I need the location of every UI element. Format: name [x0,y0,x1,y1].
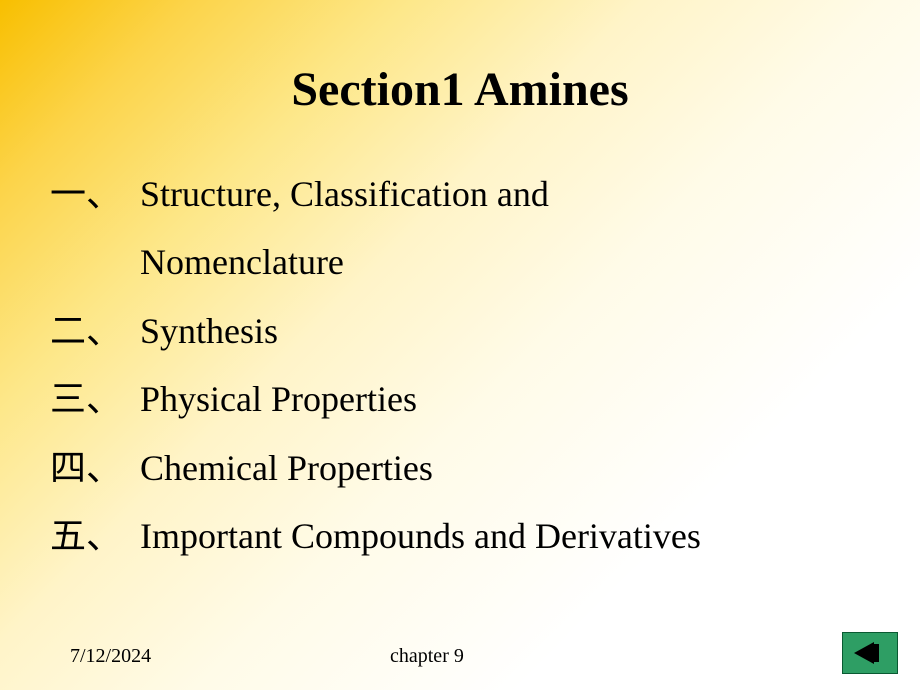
item-text: Physical Properties [140,365,880,433]
slide-title: Section1 Amines [0,62,920,117]
item-text: Synthesis [140,297,880,365]
footer-chapter: chapter 9 [390,645,464,668]
outline-list: 一、 Structure, Classification and Nomencl… [50,160,880,570]
back-button[interactable] [842,632,898,674]
list-item: 二、 Synthesis [50,297,880,365]
item-number: 四、 [50,434,140,502]
item-text: Structure, Classification and [140,160,880,228]
item-text: Important Compounds and Derivatives [140,502,880,570]
back-arrow-icon [852,640,888,666]
list-item: 四、 Chemical Properties [50,434,880,502]
list-item: 一、 Structure, Classification and [50,160,880,228]
item-text: Nomenclature [140,228,880,296]
footer: 7/12/2024 chapter 9 [70,645,850,668]
item-number: 二、 [50,297,140,365]
slide: Section1 Amines 一、 Structure, Classifica… [0,0,920,690]
item-number: 五、 [50,502,140,570]
item-text: Chemical Properties [140,434,880,502]
list-item-continuation: Nomenclature [50,228,880,296]
footer-date: 7/12/2024 [70,645,390,668]
item-number: 一、 [50,160,140,228]
list-item: 三、 Physical Properties [50,365,880,433]
item-number: 三、 [50,365,140,433]
list-item: 五、 Important Compounds and Derivatives [50,502,880,570]
